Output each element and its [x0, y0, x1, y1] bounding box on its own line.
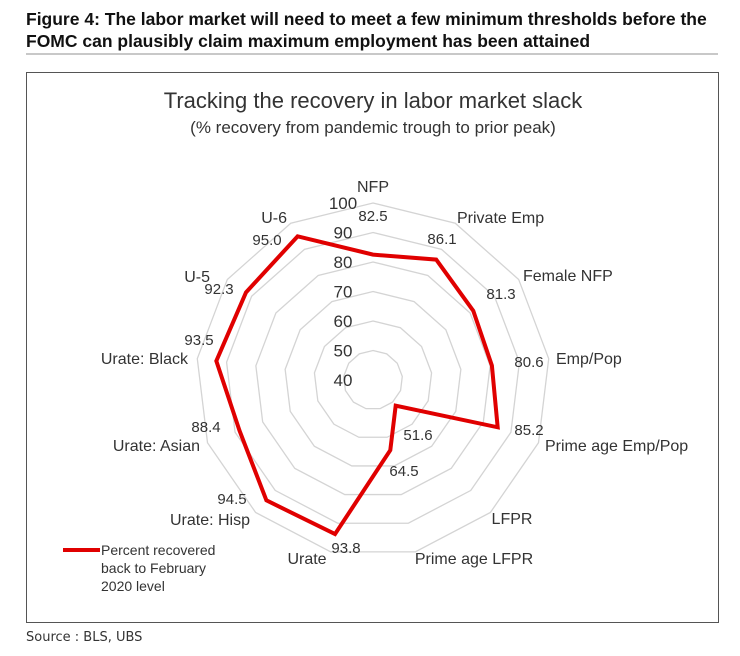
value-label: 93.5 [184, 332, 213, 349]
category-label: Urate: Black [101, 351, 189, 368]
data-point [333, 532, 337, 536]
value-label: 94.5 [217, 491, 246, 508]
category-label: U-5 [184, 269, 210, 286]
category-label: LFPR [492, 511, 533, 528]
chart-frame [26, 72, 719, 623]
grid-ring [343, 349, 403, 410]
grid-ring [196, 202, 550, 553]
category-label: Private Emp [457, 210, 544, 227]
radial-tick-label: 80 [334, 253, 353, 272]
title-rule [26, 53, 718, 55]
radial-tick-label: 50 [334, 342, 353, 361]
chart-subtitle: (% recovery from pandemic trough to prio… [190, 118, 556, 137]
value-label: 85.2 [514, 422, 543, 439]
category-label: Female NFP [523, 268, 613, 285]
category-label: Prime age LFPR [415, 551, 533, 568]
value-label: 86.1 [427, 231, 456, 248]
value-label: 80.6 [514, 354, 543, 371]
value-label: 95.0 [252, 232, 281, 249]
data-point [237, 429, 241, 433]
category-label: Urate: Hisp [170, 512, 250, 529]
category-label: Urate [287, 551, 326, 568]
grid-ring [284, 290, 462, 467]
data-point [214, 359, 218, 363]
data-point [244, 290, 248, 294]
data-point [471, 309, 475, 313]
value-label: 81.3 [486, 286, 515, 303]
grid-ring [255, 261, 491, 496]
radial-tick-label: 70 [334, 283, 353, 302]
category-label: Urate: Asian [113, 438, 200, 455]
data-point [394, 404, 398, 408]
legend-line: back to February [101, 560, 206, 576]
grid-ring [225, 231, 521, 524]
category-label: U-6 [261, 210, 287, 227]
data-point [371, 253, 375, 257]
radial-tick-label: 100 [329, 194, 357, 213]
figure-title: Figure 4: The labor market will need to … [26, 9, 707, 51]
value-label: 93.8 [331, 540, 360, 557]
data-point [434, 258, 438, 262]
value-label: 92.3 [204, 281, 233, 298]
data-point [388, 448, 392, 452]
data-point [296, 234, 300, 238]
data-point [490, 364, 494, 368]
data-point [264, 498, 268, 502]
category-label: Emp/Pop [556, 351, 622, 368]
value-label: 82.5 [358, 208, 387, 225]
data-point [496, 425, 500, 429]
grid-ring [313, 320, 433, 438]
series-line [214, 234, 500, 537]
category-label: NFP [357, 179, 389, 196]
source-note: Source : BLS, UBS [26, 630, 143, 645]
legend-line: 2020 level [101, 578, 165, 594]
radial-tick-label: 40 [334, 371, 353, 390]
value-label: 88.4 [191, 419, 220, 436]
category-label: Prime age Emp/Pop [545, 438, 688, 455]
radial-tick-label: 60 [334, 312, 353, 331]
chart-title: Tracking the recovery in labor market sl… [164, 88, 584, 113]
legend-line: Percent recovered [101, 542, 215, 558]
legend: Percent recovered back to February 2020 … [63, 542, 215, 594]
radial-tick-label: 90 [334, 224, 353, 243]
value-label: 64.5 [389, 463, 418, 480]
value-label: 51.6 [403, 427, 432, 444]
